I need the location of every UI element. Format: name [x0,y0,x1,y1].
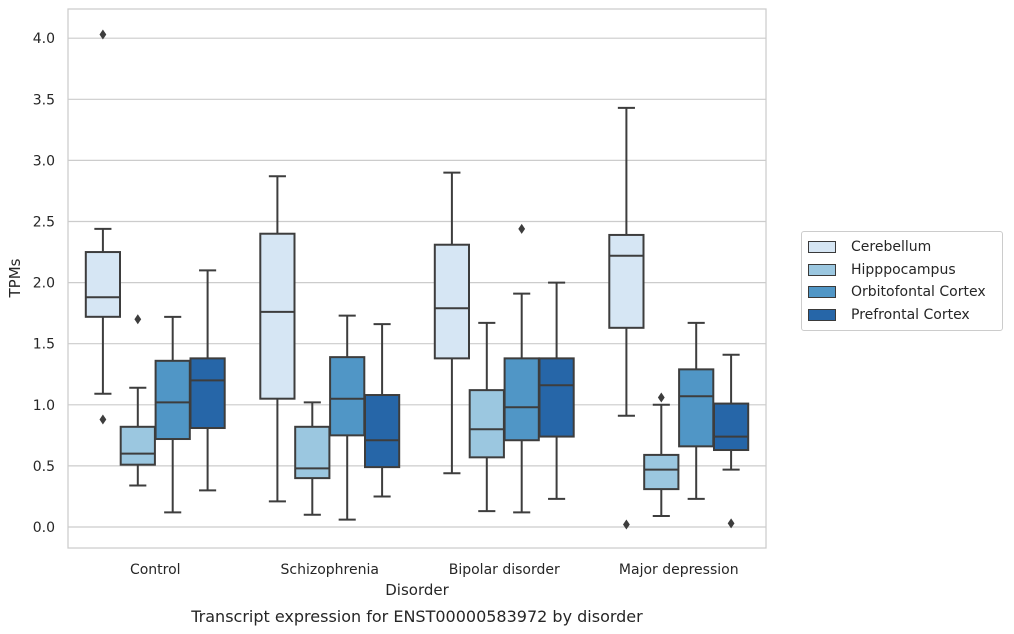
box-body [538,357,575,438]
box-0-0 [84,29,122,425]
box-layer [84,29,750,530]
box-body [433,243,471,360]
box-body [468,389,505,459]
y-tick-label: 0.5 [33,459,55,475]
box-1-0 [259,175,296,503]
outlier-point [727,518,735,529]
box-3-0 [608,106,645,530]
legend: Cerebellum Hipppocampus Orbitofontal Corte… [801,231,1003,332]
legend-item: Hipppocampus [808,259,1002,282]
box-2-3 [538,281,575,500]
box-body [259,232,296,400]
outlier-point [99,29,107,40]
box-3-1 [643,392,680,518]
y-tick-label: 0.0 [33,520,55,536]
box-2-2 [503,223,540,514]
y-tick-labels: 0.0 0.5 1.0 1.5 2.0 2.5 3.0 3.5 4.0 [33,31,55,536]
y-tick-label: 1.5 [33,337,55,353]
outlier-point [657,392,665,403]
legend-item: Prefrontal Cortex [808,304,1002,327]
box-3-3 [712,353,750,529]
box-0-3 [189,269,226,492]
plot-area-frame [67,8,767,549]
box-body [643,453,680,491]
y-tick-label: 3.0 [33,153,55,169]
box-1-2 [329,314,366,521]
legend-swatch [808,241,836,254]
box-body [608,233,645,329]
legend-label: Prefrontal Cortex [851,307,970,324]
box-body [678,368,715,448]
legend-swatch [808,286,836,299]
box-3-2 [678,321,715,500]
y-tick-label: 1.0 [33,398,55,414]
x-tick-label: Bipolar disorder [449,562,560,578]
box-0-1 [119,314,156,487]
box-body [119,425,156,466]
legend-swatch [808,309,836,322]
y-tick-label: 2.0 [33,276,55,292]
x-tick-label: Major depression [619,562,739,578]
legend-swatch [808,263,836,276]
legend-item: Cerebellum [808,236,1002,259]
outlier-point [518,223,526,234]
box-2-1 [468,321,505,513]
legend-item: Orbitofontal Cortex [808,281,1002,304]
x-tick-labels: Control Schizophrenia Bipolar disorder Majo… [130,562,739,578]
box-body [154,359,191,441]
x-tick-label: Control [130,562,181,578]
box-body [189,357,226,430]
box-2-0 [433,171,471,475]
y-tick-label: 4.0 [33,31,55,47]
outlier-point [134,314,142,325]
box-body [503,357,540,442]
outlier-point [623,519,630,530]
box-body [363,394,401,469]
box-1-1 [294,401,331,516]
y-axis-label: TPMs [6,258,24,298]
x-tick-label: Schizophrenia [281,562,379,578]
box-0-2 [154,315,191,514]
x-axis-label: Disorder [385,581,449,599]
box-body [329,356,366,437]
legend-label: Hipppocampus [851,261,956,278]
outlier-point [99,414,107,425]
y-tick-label: 3.5 [33,92,55,108]
box-body [294,425,331,480]
legend-label: Orbitofontal Cortex [851,284,986,301]
box-1-3 [363,323,401,498]
y-tick-label: 2.5 [33,215,55,231]
box-body [84,251,122,318]
box-body [712,402,750,452]
chart-title: Transcript expression for ENST0000058397… [190,607,643,626]
legend-label: Cerebellum [851,239,932,256]
